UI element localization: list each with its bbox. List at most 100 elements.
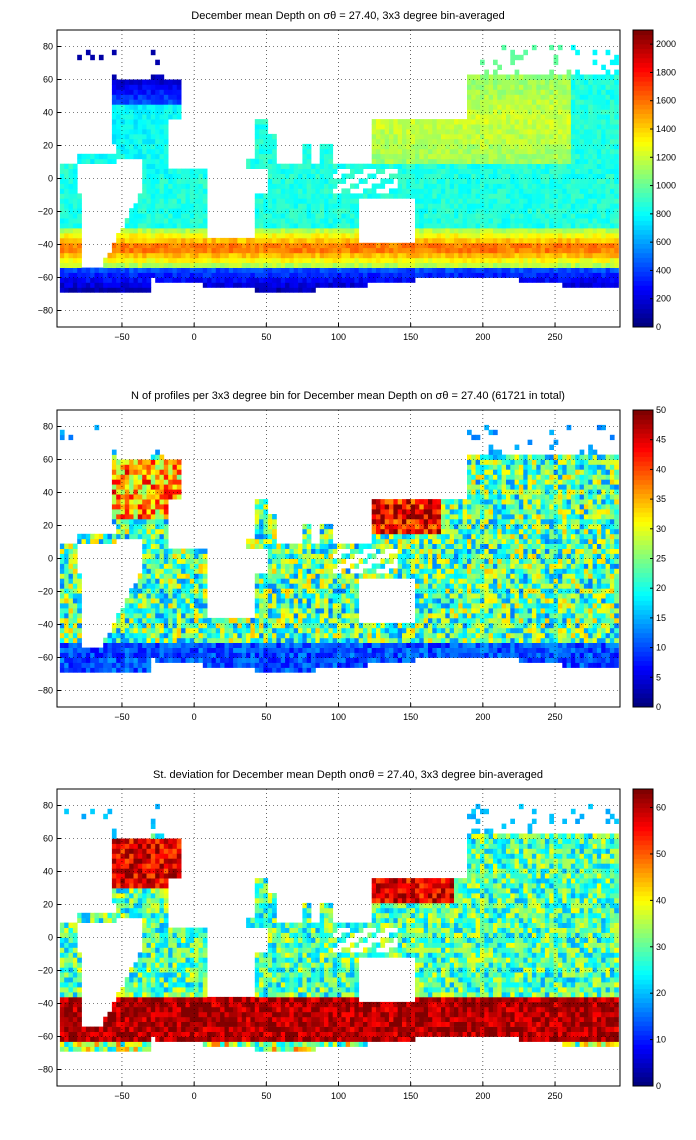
heatmap-cell bbox=[289, 277, 295, 283]
heatmap-cell bbox=[596, 148, 602, 155]
heatmap-cell bbox=[570, 79, 576, 85]
heatmap-cell bbox=[536, 233, 541, 239]
heatmap-cell bbox=[111, 533, 117, 540]
heatmap-cell bbox=[189, 168, 195, 174]
heatmap-cell bbox=[146, 637, 152, 643]
heatmap-cell bbox=[259, 163, 264, 169]
heatmap-cell bbox=[168, 613, 173, 619]
heatmap-cell bbox=[605, 277, 611, 283]
heatmap-cell bbox=[605, 173, 611, 179]
heatmap-cell bbox=[432, 143, 437, 150]
heatmap-cell bbox=[259, 252, 264, 259]
heatmap-cell bbox=[371, 277, 377, 283]
heatmap-cell bbox=[185, 188, 191, 194]
heatmap-cell bbox=[350, 257, 355, 263]
heatmap-cell bbox=[583, 257, 589, 263]
heatmap-cell bbox=[68, 598, 74, 604]
heatmap-cell bbox=[449, 257, 455, 263]
heatmap-cell bbox=[246, 252, 251, 259]
heatmap-cell bbox=[570, 247, 576, 254]
heatmap-cell bbox=[189, 188, 195, 194]
heatmap-cell bbox=[393, 188, 399, 194]
heatmap-cell bbox=[531, 163, 537, 169]
heatmap-cell bbox=[419, 129, 424, 135]
heatmap-cell bbox=[146, 168, 152, 174]
heatmap-cell bbox=[471, 257, 476, 263]
heatmap-cell bbox=[441, 193, 446, 199]
heatmap-cell bbox=[220, 252, 225, 259]
heatmap-cell bbox=[605, 257, 611, 263]
heatmap-cell bbox=[168, 198, 173, 204]
heatmap-cell bbox=[293, 267, 299, 273]
heatmap-cell bbox=[233, 282, 238, 288]
heatmap-cell bbox=[415, 213, 420, 219]
heatmap-cell bbox=[506, 79, 511, 85]
heatmap-cell bbox=[449, 223, 455, 229]
heatmap-cell bbox=[298, 282, 303, 288]
heatmap-cell bbox=[575, 49, 580, 56]
heatmap-cell bbox=[272, 158, 277, 164]
heatmap-cell bbox=[579, 158, 585, 164]
x-tick-label: 200 bbox=[475, 332, 490, 342]
heatmap-cell bbox=[436, 203, 442, 209]
heatmap-cell bbox=[133, 647, 139, 653]
heatmap-cell bbox=[124, 114, 130, 120]
heatmap-cell bbox=[68, 543, 74, 549]
heatmap-cell bbox=[415, 218, 420, 224]
heatmap-cell bbox=[324, 228, 329, 234]
heatmap-cell bbox=[64, 228, 69, 234]
heatmap-cell bbox=[462, 272, 468, 278]
heatmap-cell bbox=[267, 183, 273, 189]
heatmap-cell bbox=[263, 129, 269, 135]
heatmap-cell bbox=[527, 94, 533, 100]
heatmap-cell bbox=[484, 138, 489, 145]
heatmap-cell bbox=[59, 617, 65, 624]
heatmap-cell bbox=[497, 124, 502, 130]
heatmap-cell bbox=[531, 74, 537, 80]
heatmap-cell bbox=[285, 218, 290, 224]
heatmap-cell bbox=[575, 129, 580, 135]
heatmap-cell bbox=[194, 617, 199, 624]
heatmap-cell bbox=[523, 143, 528, 150]
colorbar-step bbox=[633, 99, 653, 105]
heatmap-cell bbox=[523, 183, 528, 189]
heatmap-cell bbox=[124, 528, 130, 535]
heatmap-cell bbox=[523, 133, 528, 140]
heatmap-cell bbox=[59, 593, 65, 599]
heatmap-cell bbox=[211, 662, 217, 668]
heatmap-cell bbox=[480, 104, 485, 110]
heatmap-cell bbox=[168, 489, 173, 495]
heatmap-cell bbox=[566, 262, 572, 268]
heatmap-cell bbox=[583, 272, 589, 278]
heatmap-cell bbox=[146, 228, 152, 234]
colorbar-tick-label: 1600 bbox=[656, 96, 676, 106]
heatmap-cell bbox=[531, 148, 537, 155]
heatmap-cell bbox=[202, 188, 208, 194]
heatmap-cell bbox=[363, 277, 368, 283]
heatmap-cell bbox=[506, 223, 511, 229]
heatmap-cell bbox=[588, 138, 593, 145]
heatmap-cell bbox=[254, 518, 260, 525]
heatmap-cell bbox=[133, 223, 139, 229]
heatmap-cell bbox=[557, 99, 563, 105]
heatmap-cell bbox=[85, 533, 91, 540]
heatmap-cell bbox=[302, 218, 308, 224]
heatmap-cell bbox=[402, 178, 407, 184]
heatmap-cell bbox=[64, 603, 69, 609]
heatmap-cell bbox=[311, 287, 316, 293]
heatmap-cell bbox=[341, 218, 347, 224]
heatmap-cell bbox=[540, 208, 546, 214]
heatmap-cell bbox=[142, 608, 147, 614]
heatmap-cell bbox=[142, 613, 147, 619]
heatmap-cell bbox=[341, 242, 347, 249]
heatmap-cell bbox=[150, 247, 156, 254]
heatmap-cell bbox=[518, 183, 524, 189]
heatmap-cell bbox=[133, 489, 139, 495]
heatmap-cell bbox=[111, 662, 117, 668]
heatmap-cell bbox=[276, 188, 282, 194]
heatmap-cell bbox=[363, 247, 368, 254]
heatmap-cell bbox=[64, 647, 69, 653]
heatmap-cell bbox=[536, 198, 541, 204]
heatmap-cell bbox=[423, 173, 429, 179]
heatmap-cell bbox=[111, 282, 117, 288]
